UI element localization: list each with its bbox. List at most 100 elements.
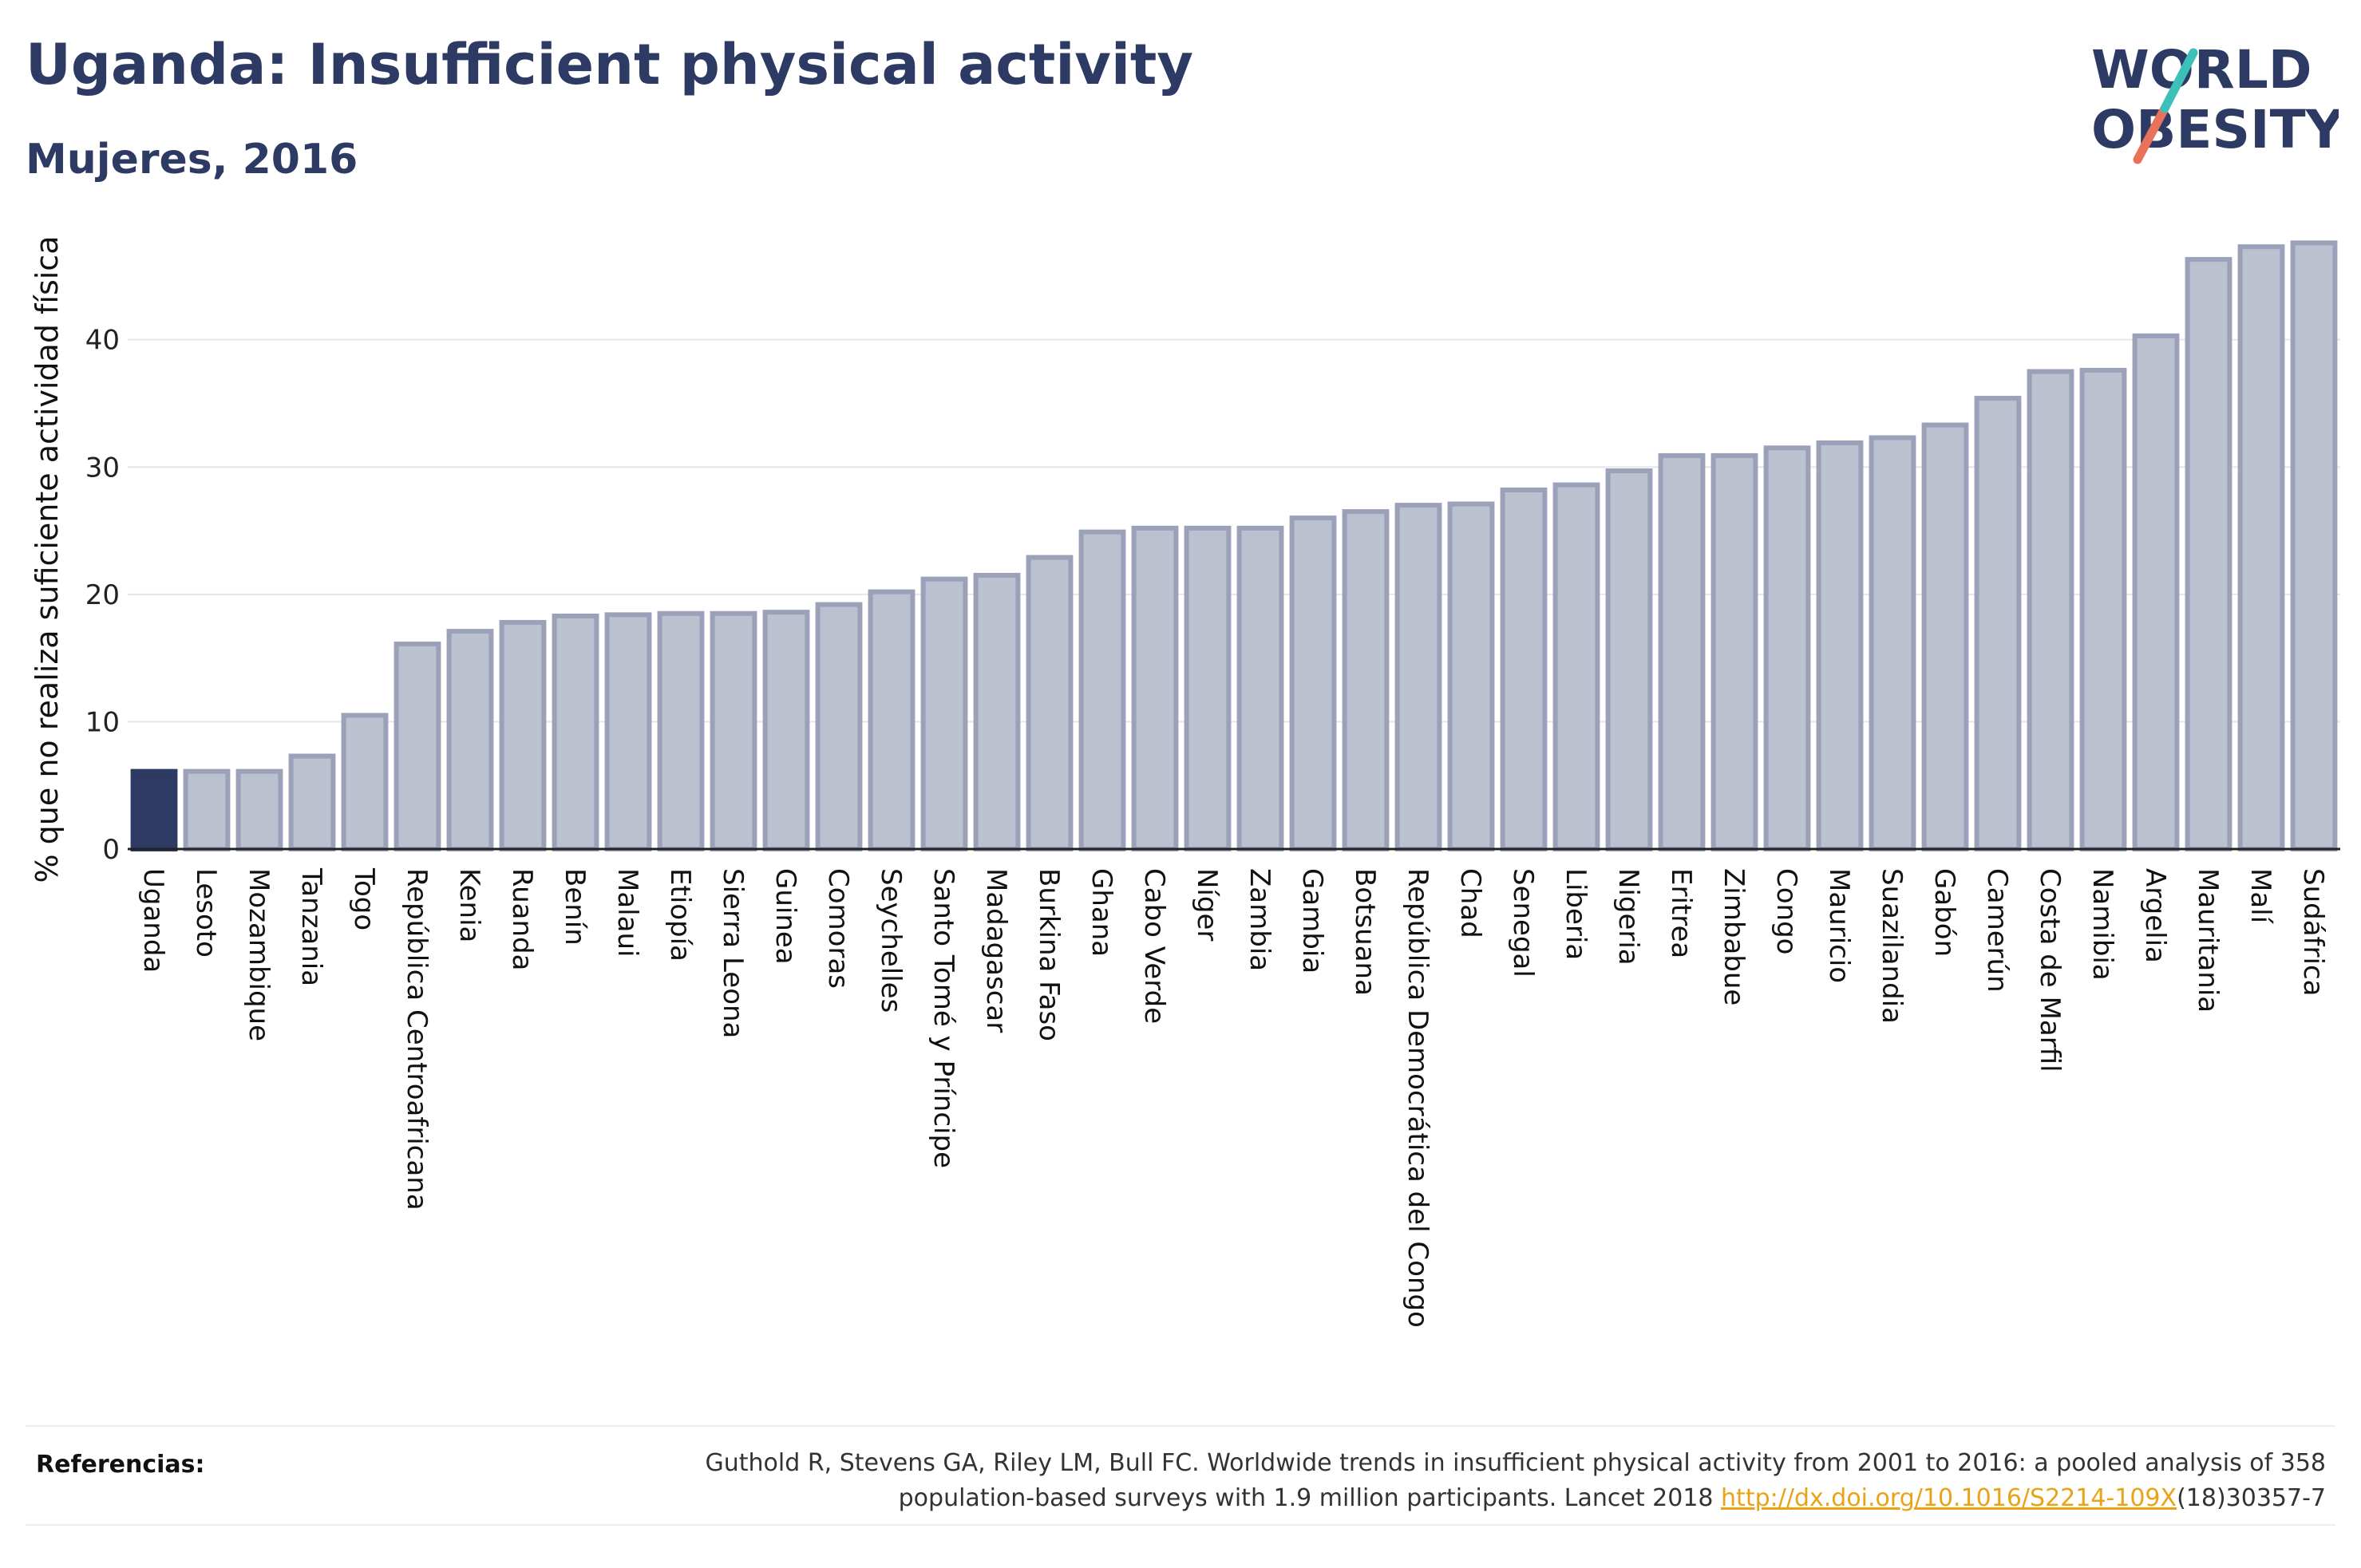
- y-axis-label: % que no realiza suficiente actividad fí…: [30, 236, 65, 883]
- references-label: Referencias:: [36, 1451, 205, 1479]
- bar-seychelles: [868, 589, 916, 851]
- bar-camer-n: [1974, 396, 2022, 851]
- bar-liberia: [1552, 482, 1600, 851]
- x-tick-label: Costa de Marfil: [2034, 868, 2066, 1072]
- bar-costa-de-marfil: [2027, 369, 2074, 851]
- x-tick-label: Seychelles: [875, 868, 907, 1013]
- x-tick-label: Liberia: [1560, 868, 1592, 960]
- footer-divider-top: [26, 1425, 2335, 1427]
- x-tick-label: República Democrática del Congo: [1402, 868, 1434, 1328]
- logo-slash-coral: [2133, 104, 2169, 164]
- bar-senegal: [1500, 487, 1548, 851]
- bar-malaui: [604, 612, 652, 851]
- x-tick-label: Argelia: [2139, 868, 2171, 963]
- bar-mauritania: [2185, 257, 2232, 852]
- x-tick-label: Ghana: [1086, 868, 1117, 957]
- bar-botsuana: [1342, 509, 1390, 852]
- logo-line2: OBESITY: [2091, 99, 2339, 160]
- x-tick-label: Sudáfrica: [2297, 868, 2329, 996]
- reference-doi-link[interactable]: http://dx.doi.org/10.1016/S2214-109X: [1721, 1484, 2177, 1512]
- x-tick-label: Ruanda: [506, 868, 538, 970]
- world-obesity-logo: WORLD OBESITY: [2091, 39, 2339, 164]
- bar-etiop-a: [657, 610, 705, 851]
- x-tick-label: Burkina Faso: [1033, 868, 1065, 1041]
- y-tick-label: 0: [102, 834, 120, 866]
- x-tick-label: República Centroafricana: [401, 868, 433, 1211]
- x-tick-label: Mozambique: [243, 868, 275, 1041]
- x-tick-label: Eritrea: [1665, 868, 1697, 958]
- bar-chad: [1447, 501, 1495, 851]
- bar-rep-blica-centroafricana: [394, 642, 441, 852]
- x-tick-label: Namibia: [2086, 868, 2118, 981]
- x-tick-label: Cabo Verde: [1138, 868, 1170, 1024]
- bar-rep-blica-democr-tica-del-congo: [1394, 503, 1442, 851]
- bar-guinea: [762, 610, 810, 851]
- bar-togo: [341, 713, 389, 851]
- bar-ben-n: [552, 613, 599, 852]
- reference-line-2-pre: population-based surveys with 1.9 millio…: [898, 1484, 1722, 1512]
- y-tick-label: 10: [85, 706, 120, 738]
- bar-nigeria: [1605, 468, 1653, 851]
- y-tick-label: 20: [85, 579, 120, 611]
- bar-uganda: [130, 768, 178, 852]
- footer-divider-bottom: [26, 1524, 2335, 1526]
- x-tick-label: Uganda: [137, 868, 169, 973]
- x-tick-label: Kenia: [453, 868, 485, 942]
- bar-congo: [1763, 445, 1811, 851]
- x-tick-label: Lesoto: [190, 868, 222, 958]
- bar-comoras: [815, 602, 863, 851]
- bar-gambia: [1289, 515, 1337, 851]
- x-tick-label: Mauritania: [2192, 868, 2224, 1013]
- x-tick-label: Senegal: [1507, 868, 1539, 978]
- bar-zimbabue: [1710, 452, 1758, 851]
- reference-line-1: Guthold R, Stevens GA, Riley LM, Bull FC…: [705, 1449, 2326, 1477]
- x-tick-label: Chad: [1454, 868, 1486, 938]
- x-tick-label: Etiopía: [664, 868, 696, 962]
- bar-n-ger: [1184, 525, 1232, 851]
- x-tick-label: Botsuana: [1349, 868, 1381, 996]
- x-tick-label: Benín: [559, 868, 591, 946]
- x-tick-label: Malí: [2244, 868, 2276, 925]
- reference-line-2-post: (18)30357-7: [2177, 1484, 2326, 1512]
- bar-lesoto: [183, 768, 231, 852]
- chart-title: Uganda: Insufficient physical activity: [26, 32, 1194, 97]
- bar-chart: 0 10 20 30 40 % que no realiza suficiente act…: [30, 236, 2340, 1328]
- x-tick-label: Zimbabue: [1718, 868, 1750, 1005]
- x-tick-label: Gambia: [1296, 868, 1328, 974]
- bar-argelia: [2132, 333, 2180, 852]
- x-tick-label: Suazilandia: [1876, 868, 1908, 1024]
- logo-slash-teal: [2160, 48, 2198, 113]
- x-tick-label: Sierra Leona: [717, 868, 749, 1038]
- bar-kenia: [446, 629, 494, 851]
- bar-cabo-verde: [1131, 525, 1179, 851]
- bar-santo-tom-y-pr-ncipe: [920, 576, 968, 852]
- bar-tanzania: [288, 753, 336, 851]
- bar-namibia: [2079, 367, 2127, 851]
- bar-ruanda: [499, 619, 547, 851]
- bar-eritrea: [1658, 452, 1706, 851]
- logo-line1: WORLD: [2091, 39, 2312, 101]
- x-tick-label: Níger: [1191, 868, 1223, 941]
- bar-sierra-leona: [710, 610, 757, 851]
- x-tick-label: Congo: [1770, 868, 1802, 954]
- bar-burkina-faso: [1026, 555, 1074, 851]
- bar-mal-: [2237, 244, 2285, 851]
- bar-madagascar: [973, 572, 1021, 851]
- y-tick-label: 40: [85, 325, 120, 357]
- bar-mozambique: [235, 768, 283, 852]
- bar-zambia: [1236, 525, 1284, 851]
- x-tick-label: Togo: [348, 867, 380, 930]
- bar-mauricio: [1816, 440, 1864, 851]
- x-tick-label: Mauricio: [1823, 868, 1855, 983]
- bar-suazilandia: [1869, 435, 1916, 851]
- x-tick-label: Comoras: [822, 868, 854, 989]
- bar-gab-n: [1921, 422, 1969, 851]
- x-tick-label: Malaui: [611, 868, 643, 957]
- x-tick-label: Madagascar: [980, 868, 1012, 1033]
- x-tick-label: Santo Tomé y Príncipe: [927, 868, 959, 1168]
- references-text: Guthold R, Stevens GA, Riley LM, Bull FC…: [490, 1446, 2326, 1516]
- x-tick-label: Camerún: [1981, 868, 2013, 993]
- x-tick-label: Gabón: [1928, 868, 1960, 957]
- reference-line-2: population-based surveys with 1.9 millio…: [490, 1481, 2326, 1516]
- y-tick-label: 30: [85, 452, 120, 484]
